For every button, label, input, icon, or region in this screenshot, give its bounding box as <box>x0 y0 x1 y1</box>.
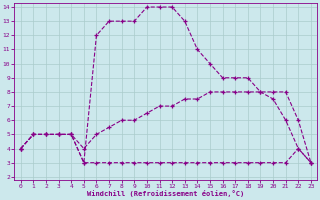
X-axis label: Windchill (Refroidissement éolien,°C): Windchill (Refroidissement éolien,°C) <box>87 190 244 197</box>
